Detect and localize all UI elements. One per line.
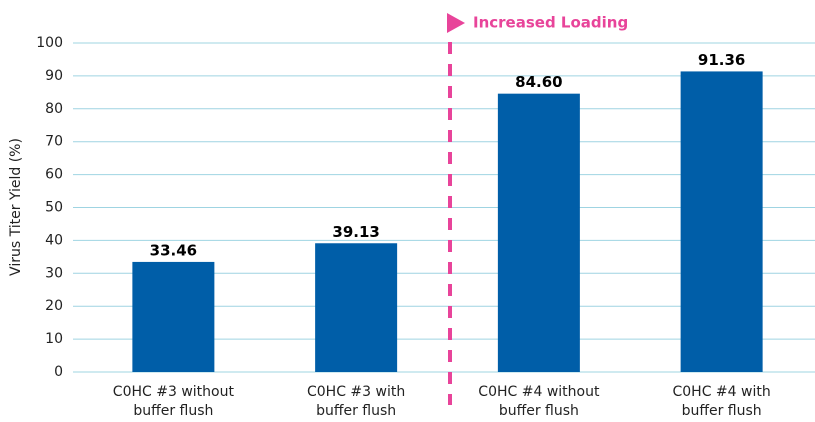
y-tick-label: 90 (45, 68, 63, 84)
y-tick-label: 10 (45, 331, 63, 347)
bar (497, 93, 580, 372)
x-tick-label: C0HC #3 with buffer flush (307, 384, 405, 419)
value-label: 39.13 (332, 223, 379, 241)
y-tick-label: 80 (45, 101, 63, 117)
y-tick-label: 50 (45, 200, 63, 216)
value-label: 91.36 (698, 51, 745, 69)
annotation-marker (447, 13, 465, 33)
y-tick-label: 40 (45, 232, 63, 248)
bar (680, 71, 763, 372)
x-tick-label: C0HC #4 with buffer flush (673, 384, 771, 419)
y-tick-label: 60 (45, 167, 63, 183)
y-tick-label: 30 (45, 265, 63, 281)
y-tick-label: 20 (45, 298, 63, 314)
y-axis-label: Virus Titer Yield (%) (8, 138, 24, 276)
bar (132, 261, 215, 372)
x-tick-label: C0HC #4 without buffer flush (478, 384, 600, 419)
y-tick-label: 70 (45, 134, 63, 150)
value-label: 33.46 (150, 241, 197, 259)
y-tick-label: 0 (54, 364, 63, 380)
x-tick-label: C0HC #3 without buffer flush (113, 384, 235, 419)
bar (315, 243, 398, 372)
value-label: 84.60 (515, 73, 562, 91)
annotation: Increased Loading (473, 14, 628, 32)
y-tick-label: 100 (36, 35, 63, 51)
